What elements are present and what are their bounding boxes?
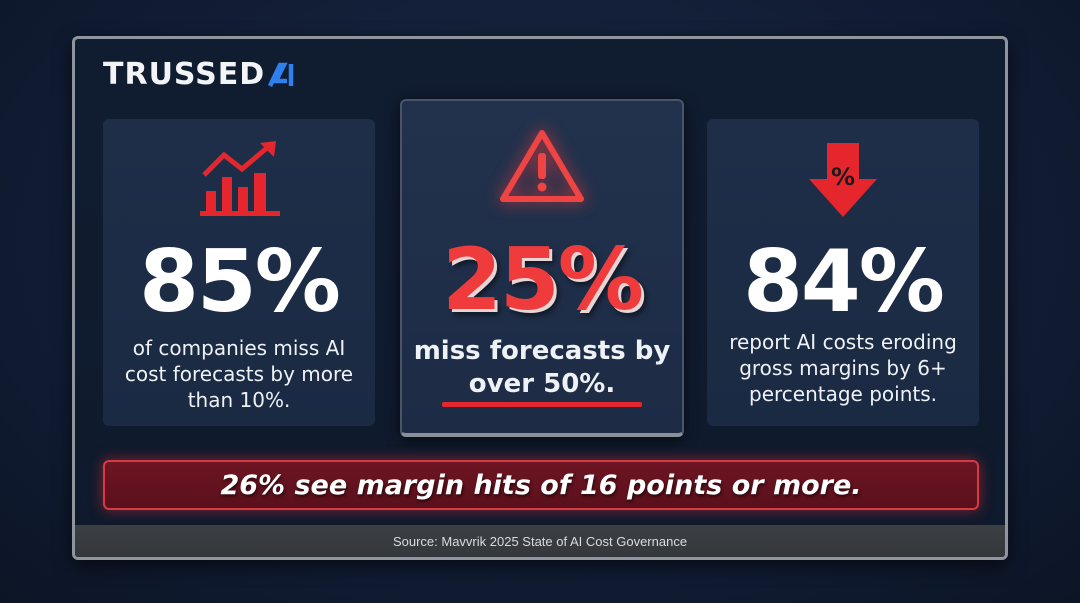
bar-chart-trending-up-icon [103, 141, 375, 219]
source-citation: Source: Mavvrik 2025 State of AI Cost Go… [392, 533, 688, 549]
stat-card-margin-erosion: % 84% report AI costs eroding gross marg… [707, 119, 979, 426]
source-bar: Source: Mavvrik 2025 State of AI Cost Go… [75, 525, 1005, 557]
stat-value: 84% [743, 232, 945, 332]
stat-card-forecast-miss: 85% of companies miss AI cost forecasts … [103, 119, 375, 426]
stat-value: 85% [139, 232, 341, 332]
percent-down-arrow-icon: % [707, 141, 979, 219]
infographic-frame: TRUSSED 85% of companies miss AI cost fo… [72, 36, 1008, 560]
brand-name: TRUSSED [103, 57, 266, 92]
banner-text: 26% see margin hits of 16 points or more… [220, 469, 862, 501]
stat-card-severe-miss: 25% miss forecasts by over 50%. [400, 99, 684, 437]
brand-logo: TRUSSED [103, 57, 297, 92]
highlight-banner: 26% see margin hits of 16 points or more… [103, 460, 979, 510]
stat-description: miss forecasts by over 50%. [413, 336, 671, 399]
svg-text:%: % [831, 163, 855, 191]
ai-triangle-logo-icon [268, 62, 294, 87]
stat-description: report AI costs eroding gross margins by… [729, 330, 957, 406]
stat-description: of companies miss AI cost forecasts by m… [124, 336, 354, 412]
stat-value: 25% [442, 230, 644, 330]
warning-triangle-icon [402, 127, 682, 205]
emphasis-underline [442, 402, 642, 407]
